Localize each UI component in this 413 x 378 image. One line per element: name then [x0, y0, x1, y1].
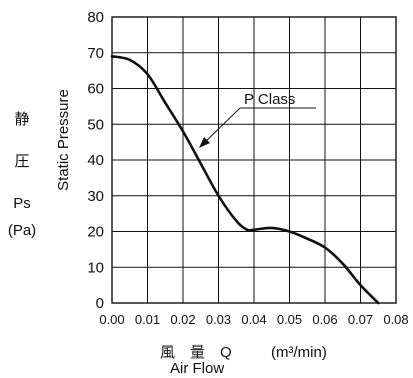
axes [111, 16, 397, 304]
ylabel-symbol: Ps [13, 195, 31, 212]
annotation: P Class [199, 91, 316, 148]
x-tick-label: 0.02 [170, 312, 195, 327]
ylabel-jp-atsu: 圧 [14, 153, 29, 170]
annotation-arrowhead [199, 137, 210, 148]
x-tick-label: 0.05 [277, 312, 302, 327]
y-tick-label: 70 [87, 45, 104, 62]
ylabel-unit: (Pa) [8, 222, 36, 239]
ylabel-en: Static Pressure [55, 89, 72, 191]
x-tick-label: 0.03 [206, 312, 231, 327]
grid [111, 16, 397, 304]
x-tick-label: 0.06 [312, 312, 337, 327]
y-tick-label: 30 [87, 188, 104, 205]
x-tick-label: 0.01 [135, 312, 160, 327]
y-tick-label: 0 [96, 295, 104, 312]
y-tick-label: 10 [87, 259, 104, 276]
y-tick-label: 60 [87, 81, 104, 98]
x-tick-label: 0.07 [348, 312, 373, 327]
annotation-label: P Class [244, 91, 295, 108]
y-tick-label: 80 [87, 9, 104, 26]
plot-frame [111, 16, 397, 304]
x-tick-label: 0.00 [99, 312, 124, 327]
series [110, 55, 380, 305]
ylabel-jp-sei: 静 [14, 111, 29, 128]
x-tick-label: 0.04 [241, 312, 266, 327]
y-tick-label: 20 [87, 224, 104, 241]
y-tick-label: 50 [87, 116, 104, 133]
series-line-p-class [110, 55, 380, 305]
x-tick-label: 0.08 [383, 312, 408, 327]
xlabel-en: Air Flow [170, 360, 224, 377]
y-tick-label: 40 [87, 152, 104, 169]
tick-labels: 0.00 0.01 0.02 0.03 0.04 0.05 0.06 0.07 0.08 0 10 2… [87, 9, 408, 327]
annotation-pointer [201, 107, 241, 146]
xlabel-unit: (m³/min) [271, 344, 327, 361]
xlabel-jp: 風 量 Q [160, 344, 232, 361]
